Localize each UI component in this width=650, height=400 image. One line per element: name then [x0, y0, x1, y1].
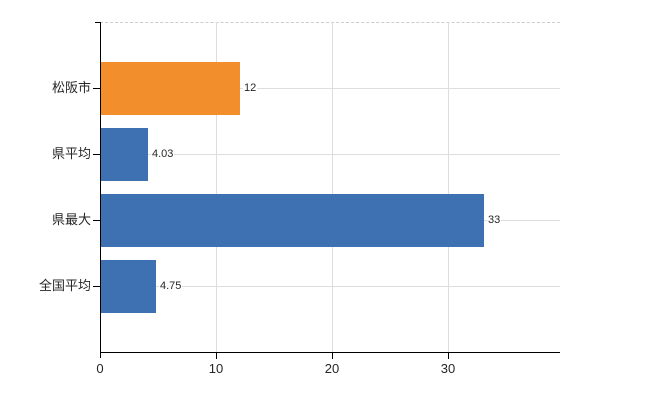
- category-tick: [93, 88, 100, 89]
- x-tick: [216, 353, 217, 359]
- value-label: 12: [243, 82, 258, 95]
- bar[interactable]: [101, 260, 156, 313]
- y-axis-top-cap: [95, 22, 100, 23]
- x-tick-label: 10: [208, 361, 224, 376]
- bar[interactable]: [101, 128, 148, 181]
- category-tick: [93, 286, 100, 287]
- y-axis: [100, 22, 101, 358]
- bar[interactable]: [101, 194, 484, 247]
- category-label: 県平均: [51, 146, 91, 161]
- x-tick-label: 20: [324, 361, 340, 376]
- vertical-gridline: [448, 22, 449, 352]
- x-axis: [100, 352, 560, 353]
- row-gridline: [100, 88, 560, 89]
- value-label: 4.75: [159, 280, 183, 293]
- x-tick: [332, 353, 333, 359]
- category-tick: [93, 154, 100, 155]
- x-tick-label: 0: [96, 361, 104, 376]
- value-label: 4.03: [151, 148, 175, 161]
- plot-top-border: [100, 22, 560, 23]
- category-tick: [93, 220, 100, 221]
- category-label: 松阪市: [51, 80, 91, 95]
- x-tick: [448, 353, 449, 359]
- category-label: 全国平均: [38, 278, 91, 293]
- value-label: 33: [487, 214, 502, 227]
- bar[interactable]: [101, 62, 240, 115]
- x-tick-label: 30: [440, 361, 456, 376]
- vertical-gridline: [332, 22, 333, 352]
- row-gridline: [100, 286, 560, 287]
- row-gridline: [100, 154, 560, 155]
- category-label: 県最大: [51, 212, 91, 227]
- vertical-gridline: [216, 22, 217, 352]
